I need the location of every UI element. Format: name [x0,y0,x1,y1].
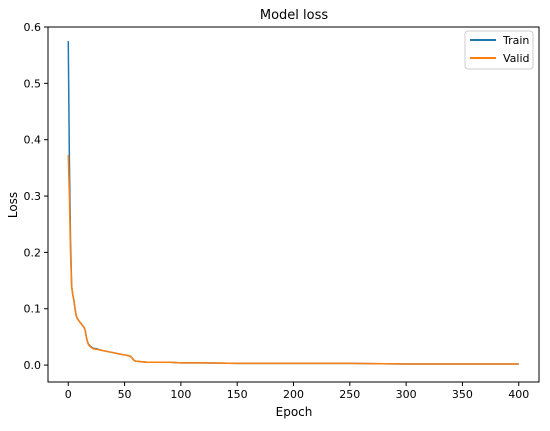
series-lines [67,41,519,365]
y-tick-label: 0.6 [24,21,42,34]
y-tick-label: 0.0 [24,359,42,372]
x-tick-label: 50 [118,388,132,401]
y-tick-label: 0.1 [24,303,42,316]
x-tick-label: 150 [227,388,248,401]
x-tick-label: 100 [170,388,191,401]
x-tick-label: 350 [452,388,473,401]
x-axis: 0 50 100 150 200 250 300 350 400 [65,382,529,401]
x-tick-label: 400 [508,388,529,401]
y-tick-label: 0.3 [24,190,42,203]
x-axis-label: Epoch [276,405,313,419]
x-tick-label: 200 [283,388,304,401]
plot-area [47,26,540,383]
y-axis: 0.0 0.1 0.2 0.3 0.4 0.5 0.6 [24,21,48,372]
y-tick-label: 0.2 [24,246,42,259]
y-tick-label: 0.5 [24,77,42,90]
legend: Train Valid [464,30,534,70]
y-tick-label: 0.4 [24,134,42,147]
x-tick-label: 0 [65,388,72,401]
series-line-valid [67,154,519,365]
legend-label-valid: Valid [503,52,530,65]
x-tick-label: 250 [339,388,360,401]
chart-title: Model loss [260,8,329,23]
y-axis-label: Loss [6,192,20,218]
legend-label-train: Train [502,34,529,47]
x-tick-label: 300 [396,388,417,401]
